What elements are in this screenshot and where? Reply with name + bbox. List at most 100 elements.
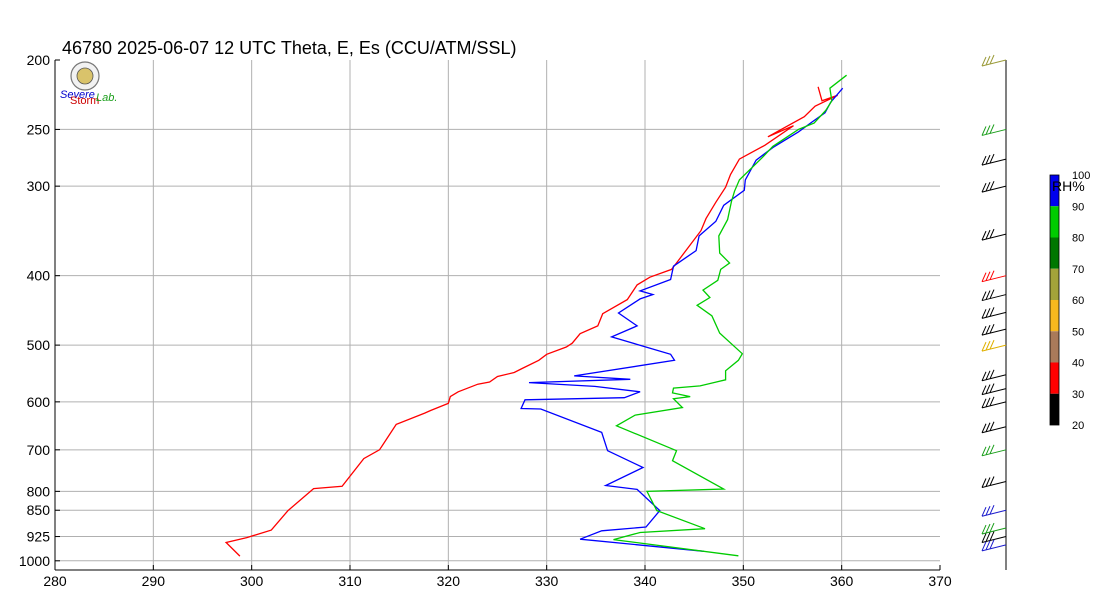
colorbar-segment (1050, 175, 1059, 207)
wind-barb-feather (981, 507, 987, 517)
wind-barb-feather (985, 181, 991, 192)
wind-barb-feather (985, 229, 991, 240)
wind-barb-staff (981, 449, 1007, 457)
colorbar-segment (1050, 237, 1059, 269)
wind-barb-staff (981, 311, 1007, 319)
wind-barb-feather (989, 124, 995, 134)
wind-barb-feather (985, 445, 991, 456)
wind-barb-feather (985, 532, 991, 542)
wind-barb-feather (985, 308, 991, 318)
colorbar-tick-label: 90 (1072, 201, 1084, 213)
wind-barb-feather (981, 478, 987, 488)
wind-barb-feather (989, 339, 995, 350)
colorbar-segment (1050, 206, 1059, 238)
wind-barb-staff (981, 509, 1007, 517)
wind-barb-feather (989, 539, 995, 550)
seal-inner-icon (76, 67, 94, 85)
colorbar-tick-label: 40 (1072, 358, 1084, 370)
wind-barb-feather (981, 272, 987, 282)
wind-barb-feather (981, 325, 987, 336)
y-tick-label: 400 (27, 268, 51, 284)
y-tick-label: 800 (27, 483, 51, 499)
x-tick-label: 330 (535, 573, 559, 589)
wind-barb-feather (989, 323, 995, 334)
x-tick-label: 280 (43, 573, 67, 589)
wind-barb-staff (981, 374, 1007, 382)
wind-barb-feather (981, 541, 987, 552)
wind-barb-feather (989, 522, 995, 533)
colorbar-segment (1050, 268, 1059, 300)
wind-barb-feather (981, 56, 987, 67)
wind-barb-feather (989, 505, 995, 515)
wind-barb-staff (981, 233, 1007, 241)
rh-colorbar: 100 90 80 70 60 50 40 30 20 RH% (1049, 170, 1090, 432)
wind-barb-feather (985, 384, 991, 394)
colorbar-label: RH% (1052, 178, 1085, 194)
chart-title: 46780 2025-06-07 12 UTC Theta, E, Es (CC… (62, 38, 517, 58)
series-line-E (520, 87, 844, 552)
colorbar-tick-label: 20 (1072, 420, 1084, 432)
x-tick-label: 320 (437, 573, 461, 589)
x-tick-label: 290 (142, 573, 166, 589)
wind-barb-feather (981, 182, 987, 193)
y-tick-label: 925 (27, 529, 51, 545)
plot-grid (55, 60, 940, 570)
wind-barb-feather (981, 385, 987, 395)
wind-barb-feather (981, 398, 987, 409)
colorbar-tick-label: 50 (1072, 326, 1084, 338)
wind-barb-feather (981, 341, 987, 352)
series-line-theta (224, 86, 838, 557)
wind-barb-feather (989, 421, 995, 431)
logo-lab: Lab. (96, 92, 117, 104)
wind-barb-feather (985, 290, 991, 300)
wind-barb-feather (985, 324, 991, 335)
wind-barb-feather (981, 371, 987, 381)
wind-barb-staff (981, 388, 1007, 396)
colorbar-tick-label: 60 (1072, 295, 1084, 307)
wind-barb-feather (989, 228, 995, 239)
wind-barb-feather (981, 291, 987, 301)
wind-barb-feather (981, 230, 987, 241)
wind-barb-feather (989, 396, 995, 407)
wind-barb-feather (989, 54, 995, 65)
wind-barb-staff (981, 294, 1007, 302)
wind-barb-feather (981, 423, 987, 433)
y-tick-label: 300 (27, 178, 51, 194)
x-tick-label: 300 (240, 573, 264, 589)
wind-barb-staff (981, 536, 1007, 544)
wind-barb-feather (989, 383, 995, 393)
y-tick-label: 850 (27, 502, 51, 518)
plot-series (224, 74, 847, 557)
wind-barb-staff (981, 401, 1007, 409)
wind-barb-staff (981, 59, 1007, 67)
colorbar-segment (1050, 393, 1059, 425)
wind-barb-feather (985, 340, 991, 351)
colorbar-tick-label: 100 (1072, 170, 1090, 182)
y-tick-label: 700 (27, 442, 51, 458)
x-tick-label: 360 (830, 573, 854, 589)
wind-barb-staff (981, 426, 1007, 434)
wind-barb-feather (985, 422, 991, 432)
wind-barb-feather (981, 524, 987, 535)
series-line-Es (613, 74, 847, 557)
wind-barb-staff (981, 344, 1007, 352)
wind-barb-feather (989, 180, 995, 191)
wind-barb-feather (989, 270, 995, 280)
wind-barb-feather (985, 477, 991, 487)
wind-barb-staff (981, 185, 1007, 193)
logo-storm: Storm (70, 95, 99, 107)
wind-barb-feather (985, 271, 991, 281)
wind-barb-feather (989, 444, 995, 455)
wind-barb-staff (981, 128, 1007, 136)
colorbar-segment (1050, 362, 1059, 394)
wind-barb-feather (985, 154, 991, 165)
wind-barb-feather (985, 523, 991, 534)
y-tick-label: 500 (27, 337, 51, 353)
wind-barb-staff (981, 328, 1007, 336)
plot-axes: 280 290 300 310 320 330 340 350 360 370 200 250 300 4… (19, 52, 952, 589)
wind-barb-feather (985, 506, 991, 516)
colorbar-frame (1049, 174, 1060, 426)
lab-logo: Severe Storm Lab. (60, 61, 117, 107)
y-tick-label: 200 (27, 52, 51, 68)
wind-barb-feather (989, 369, 995, 379)
